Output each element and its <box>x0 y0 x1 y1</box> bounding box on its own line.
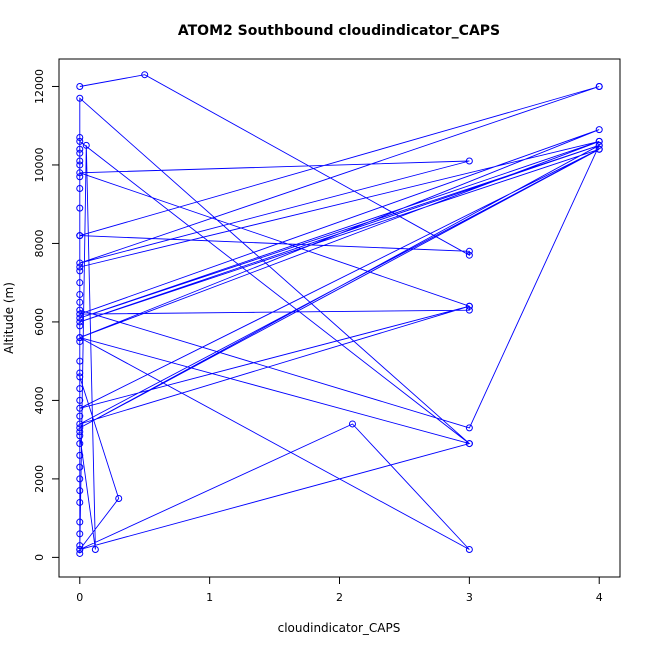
data-point <box>76 369 84 377</box>
data-point <box>115 495 123 503</box>
data-point <box>76 145 84 153</box>
y-tick-label: 2000 <box>33 465 46 493</box>
data-point <box>76 412 84 420</box>
data-point <box>76 432 84 440</box>
data-point <box>76 279 84 287</box>
data-point <box>76 373 84 381</box>
data-point <box>76 232 84 240</box>
data-point <box>76 334 84 342</box>
data-point <box>76 169 84 177</box>
data-point <box>76 149 84 157</box>
data-point <box>76 420 84 428</box>
chart-title: ATOM2 Southbound cloudindicator_CAPS <box>178 23 500 39</box>
x-tick-label: 0 <box>76 591 83 604</box>
data-point <box>91 546 99 554</box>
y-tick-label: 8000 <box>33 229 46 257</box>
data-point <box>465 251 473 259</box>
data-point <box>465 440 473 448</box>
data-point <box>595 141 603 149</box>
data-point <box>465 424 473 432</box>
data-point <box>76 267 84 275</box>
data-point <box>76 463 84 471</box>
data-point <box>76 310 84 318</box>
series-line <box>79 74 601 554</box>
data-point <box>76 385 84 393</box>
y-tick-label: 4000 <box>33 386 46 414</box>
data-point <box>465 546 473 554</box>
data-point <box>76 475 84 483</box>
data-point <box>595 82 603 90</box>
data-point <box>76 290 84 298</box>
data-point <box>76 357 84 365</box>
data-point <box>348 420 356 428</box>
x-axis-label: cloudindicator_CAPS <box>278 621 401 635</box>
data-point <box>76 157 84 165</box>
data-point <box>76 263 84 271</box>
data-point <box>76 404 84 412</box>
x-tick-label: 3 <box>466 591 473 604</box>
x-axis-ticks: 0 1 2 3 4 <box>76 577 603 604</box>
data-point <box>465 302 473 310</box>
data-point <box>76 322 84 330</box>
data-point <box>76 546 84 554</box>
data-point <box>465 306 473 314</box>
data-point <box>82 141 90 149</box>
y-tick-label: 10000 <box>33 147 46 182</box>
data-point <box>76 94 84 102</box>
data-point <box>76 161 84 169</box>
data-point <box>595 145 603 153</box>
data-point <box>76 338 84 346</box>
data-point <box>76 498 84 506</box>
y-axis-label: Altitude (m) <box>2 282 16 354</box>
data-point <box>76 487 84 495</box>
data-point <box>595 126 603 134</box>
data-point <box>76 137 84 145</box>
data-point <box>76 259 84 267</box>
data-point <box>76 530 84 538</box>
data-point <box>76 173 84 181</box>
x-tick-label: 1 <box>206 591 213 604</box>
x-tick-label: 2 <box>336 591 343 604</box>
data-point <box>76 518 84 526</box>
data-point <box>465 157 473 165</box>
data-point <box>76 306 84 314</box>
data-point <box>76 549 84 557</box>
y-axis-ticks: 0 2000 4000 6000 8000 10000 12000 <box>33 69 59 561</box>
data-point <box>76 133 84 141</box>
data-point <box>76 318 84 326</box>
data-point <box>595 137 603 145</box>
y-tick-label: 6000 <box>33 308 46 336</box>
data-point <box>76 424 84 432</box>
x-tick-label: 4 <box>596 591 603 604</box>
data-point <box>76 298 84 306</box>
data-point <box>76 542 84 550</box>
plot-frame <box>58 58 621 578</box>
data-point <box>76 82 84 90</box>
data-point <box>76 428 84 436</box>
y-tick-label: 0 <box>33 554 46 561</box>
data-point <box>76 396 84 404</box>
data-point <box>76 314 84 322</box>
y-tick-label: 12000 <box>33 69 46 104</box>
data-point <box>465 247 473 255</box>
data-point <box>76 185 84 192</box>
data-series <box>76 71 603 557</box>
data-point <box>76 451 84 459</box>
data-point <box>76 204 84 212</box>
data-point <box>76 440 84 448</box>
data-point <box>141 71 149 79</box>
